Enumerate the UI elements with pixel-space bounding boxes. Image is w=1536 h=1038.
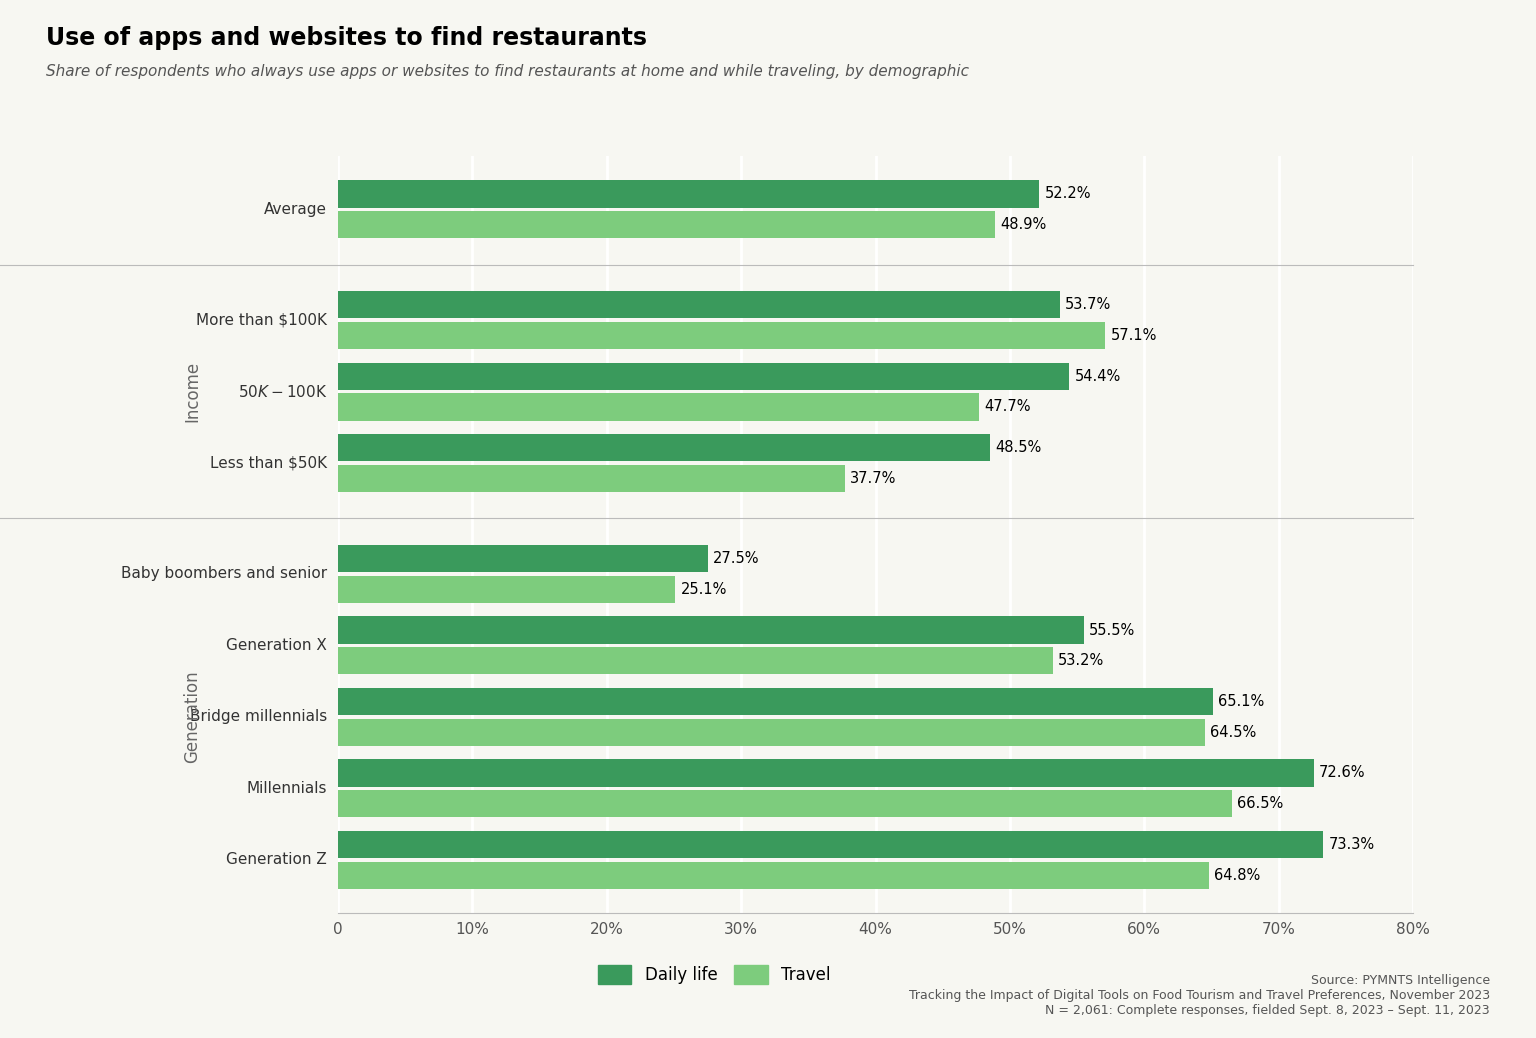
Bar	[338, 830, 1322, 858]
Bar	[338, 760, 1313, 787]
Text: 27.5%: 27.5%	[713, 551, 759, 566]
Text: 64.8%: 64.8%	[1213, 868, 1261, 882]
Bar	[338, 862, 1209, 889]
Text: Share of respondents who always use apps or websites to find restaurants at home: Share of respondents who always use apps…	[46, 64, 969, 79]
Text: Less than $50K: Less than $50K	[210, 456, 327, 470]
Text: 53.2%: 53.2%	[1058, 653, 1104, 668]
Text: 53.7%: 53.7%	[1064, 297, 1111, 312]
Text: Baby boombers and senior: Baby boombers and senior	[121, 567, 327, 581]
Text: 65.1%: 65.1%	[1218, 694, 1264, 709]
Text: 47.7%: 47.7%	[985, 400, 1031, 414]
Text: Generation: Generation	[183, 671, 201, 763]
Text: Generation Z: Generation Z	[226, 852, 327, 868]
Bar	[338, 718, 1204, 746]
Text: Generation X: Generation X	[226, 638, 327, 653]
Bar	[338, 647, 1052, 675]
Text: 48.5%: 48.5%	[995, 440, 1041, 456]
Bar	[338, 688, 1213, 715]
Bar	[338, 790, 1232, 817]
Bar	[338, 545, 708, 572]
Bar	[338, 211, 995, 239]
Text: 55.5%: 55.5%	[1089, 623, 1135, 637]
Bar	[338, 576, 676, 603]
Bar	[338, 434, 989, 461]
Text: 66.5%: 66.5%	[1236, 796, 1283, 812]
Text: 52.2%: 52.2%	[1044, 187, 1092, 201]
Bar	[338, 181, 1040, 208]
Text: 64.5%: 64.5%	[1210, 725, 1256, 740]
Text: 73.3%: 73.3%	[1329, 837, 1375, 852]
Text: Bridge millennials: Bridge millennials	[190, 709, 327, 725]
Text: 37.7%: 37.7%	[849, 471, 897, 486]
Bar	[338, 322, 1106, 349]
Bar	[338, 292, 1060, 319]
Text: Source: PYMNTS Intelligence
Tracking the Impact of Digital Tools on Food Tourism: Source: PYMNTS Intelligence Tracking the…	[909, 975, 1490, 1017]
Text: $50K - $100K: $50K - $100K	[238, 384, 327, 400]
Bar	[338, 617, 1084, 644]
Text: Income: Income	[183, 361, 201, 422]
Legend: Daily life, Travel: Daily life, Travel	[590, 956, 839, 992]
Text: Average: Average	[264, 201, 327, 217]
Text: More than $100K: More than $100K	[197, 312, 327, 328]
Text: 25.1%: 25.1%	[680, 581, 727, 597]
Text: Millennials: Millennials	[247, 781, 327, 796]
Text: 54.4%: 54.4%	[1074, 368, 1121, 384]
Text: 57.1%: 57.1%	[1111, 328, 1157, 343]
Bar	[338, 362, 1069, 390]
Text: Use of apps and websites to find restaurants: Use of apps and websites to find restaur…	[46, 26, 647, 50]
Bar	[338, 393, 978, 420]
Bar	[338, 465, 845, 492]
Text: 72.6%: 72.6%	[1319, 765, 1366, 781]
Text: 48.9%: 48.9%	[1000, 217, 1046, 233]
